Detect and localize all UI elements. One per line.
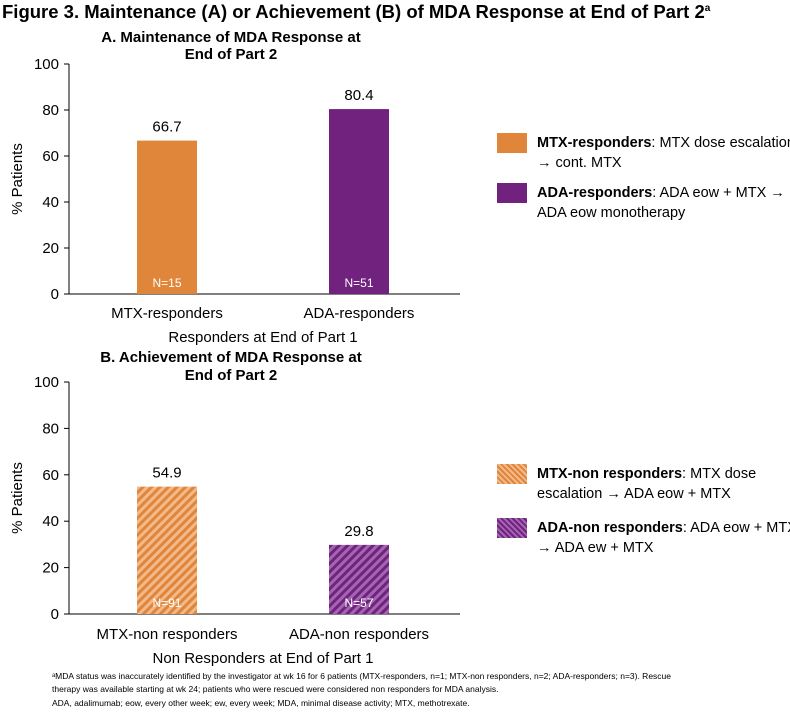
y-tick-label: 0 <box>51 606 59 623</box>
panel-title-line-2: End of Part 2 <box>185 367 278 384</box>
bar-ada-non-responders <box>329 544 389 614</box>
bar-ada-responders <box>329 109 389 294</box>
legend-label-rest: : MTX dose escalation → cont. MTX <box>537 135 790 171</box>
x-tick-label: ADA-responders <box>304 305 415 322</box>
legend-swatch-mtx-hatched <box>497 464 527 484</box>
y-tick-label: 100 <box>34 56 59 73</box>
legend-swatch-mtx <box>497 133 527 153</box>
bar-n-label: N=15 <box>152 276 181 290</box>
panel-title-line-1: B. Achievement of MDA Response at <box>100 349 361 366</box>
legend-b: MTX-non responders: MTX dose escalation … <box>497 464 790 584</box>
y-tick-label: 40 <box>42 194 59 211</box>
y-axis-label: % Patients <box>9 143 26 215</box>
x-tick-label: MTX-responders <box>111 305 223 322</box>
legend-item-ada-responders: ADA-responders: ADA eow + MTX → ADA eow … <box>497 183 790 228</box>
y-tick-label: 80 <box>42 420 59 437</box>
bar-mtx-responders <box>137 140 197 294</box>
y-tick-label: 40 <box>42 513 59 530</box>
y-tick-label: 80 <box>42 102 59 119</box>
legend-a: MTX-responders: MTX dose escalation → co… <box>497 133 790 253</box>
legend-swatch-ada <box>497 183 527 203</box>
y-tick-label: 60 <box>42 467 59 484</box>
footnote-line-2: therapy was available starting at wk 24;… <box>52 684 499 694</box>
bar-value-label: 29.8 <box>344 523 373 540</box>
legend-label-rest: : ADA eow + MTX → ADA eow monotherapy <box>537 185 785 221</box>
legend-swatch-ada-hatched <box>497 518 527 538</box>
figure-title: Figure 3. Maintenance (A) or Achievement… <box>2 1 711 22</box>
y-tick-label: 20 <box>42 560 59 577</box>
legend-label-bold: ADA-non responders <box>537 520 683 536</box>
bar-value-label: 54.9 <box>152 465 181 482</box>
panel-title-line-2: End of Part 2 <box>185 46 278 63</box>
legend-label-bold: ADA-responders <box>537 185 653 201</box>
bar-n-label: N=51 <box>344 276 373 290</box>
legend-item-mtx-non-responders: MTX-non responders: MTX dose escalation … <box>497 464 790 509</box>
y-tick-label: 60 <box>42 148 59 165</box>
y-axis-label: % Patients <box>9 462 26 534</box>
footnote-line-3: ADA, adalimumab; eow, every other week; … <box>52 698 470 708</box>
x-tick-label: MTX-non responders <box>97 626 238 643</box>
x-axis-label: Non Responders at End of Part 1 <box>153 650 374 667</box>
bar-n-label: N=91 <box>152 596 181 610</box>
panel-title-line-1: A. Maintenance of MDA Response at <box>101 29 360 46</box>
y-tick-label: 20 <box>42 240 59 257</box>
y-tick-label: 100 <box>34 374 59 391</box>
x-tick-label: ADA-non responders <box>289 626 429 643</box>
legend-item-mtx-responders: MTX-responders: MTX dose escalation → co… <box>497 133 790 178</box>
y-tick-label: 0 <box>51 286 59 303</box>
legend-label-bold: MTX-non responders <box>537 466 683 482</box>
x-axis-label: Responders at End of Part 1 <box>168 329 357 346</box>
legend-item-ada-non-responders: ADA-non responders: ADA eow + MTX → ADA … <box>497 518 790 563</box>
bar-n-label: N=57 <box>344 596 373 610</box>
legend-label-bold: MTX-responders <box>537 135 652 151</box>
bar-value-label: 80.4 <box>344 87 373 104</box>
legend-label-rest: : MTX dose escalation → ADA eow + MTX <box>537 466 757 502</box>
legend-label-rest: : ADA eow + MTX → ADA ew + MTX <box>537 520 790 556</box>
footnote-line-1: ᵃMDA status was inaccurately identified … <box>52 671 672 681</box>
bar-value-label: 66.7 <box>152 119 181 136</box>
bar-mtx-non-responders <box>137 486 197 614</box>
